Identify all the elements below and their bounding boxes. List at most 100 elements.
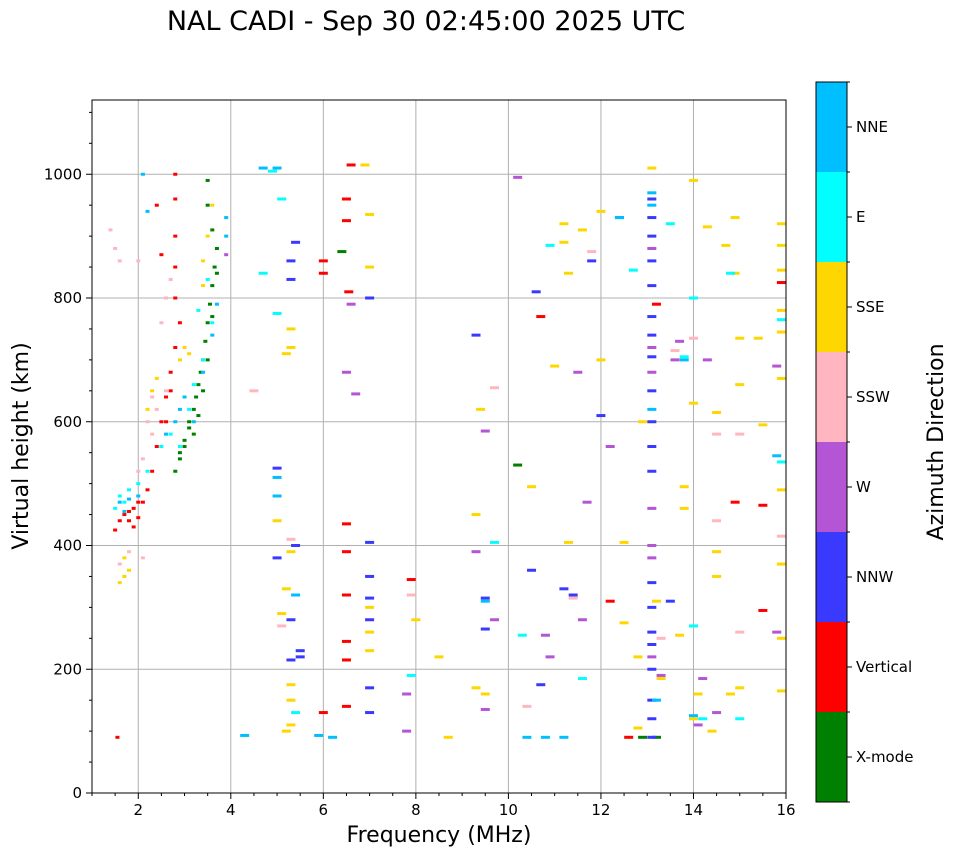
data-point bbox=[651, 599, 661, 603]
data-point bbox=[527, 568, 537, 572]
data-point bbox=[168, 389, 173, 393]
data-point bbox=[291, 544, 301, 547]
data-point bbox=[173, 296, 178, 300]
data-point bbox=[205, 178, 210, 182]
data-point bbox=[628, 268, 638, 272]
data-point bbox=[564, 271, 574, 275]
data-point bbox=[577, 618, 587, 622]
data-point bbox=[702, 358, 712, 362]
data-point bbox=[665, 599, 675, 603]
series-vertical bbox=[113, 163, 786, 739]
x-tick-label: 6 bbox=[319, 801, 329, 819]
data-point bbox=[490, 386, 500, 390]
data-point bbox=[214, 247, 219, 250]
x-axis-label: Frequency (MHz) bbox=[347, 823, 532, 848]
data-point bbox=[365, 605, 375, 609]
colorbar-tick-label: X-mode bbox=[856, 748, 913, 766]
echo-points bbox=[108, 163, 786, 739]
data-point bbox=[605, 445, 615, 448]
data-point bbox=[647, 581, 657, 585]
data-point bbox=[735, 717, 745, 721]
data-point bbox=[365, 212, 375, 216]
colorbar-tick-label: E bbox=[856, 208, 865, 226]
data-point bbox=[201, 370, 206, 374]
data-point bbox=[177, 445, 182, 448]
data-point bbox=[568, 593, 578, 597]
data-point bbox=[693, 692, 703, 696]
data-point bbox=[619, 540, 629, 544]
colorbar-tick-label: SSW bbox=[856, 388, 890, 406]
data-point bbox=[730, 216, 740, 220]
data-point bbox=[707, 729, 717, 733]
series-nne bbox=[117, 166, 782, 739]
data-point bbox=[127, 568, 132, 572]
data-point bbox=[471, 550, 481, 554]
data-point bbox=[647, 191, 657, 195]
data-point bbox=[201, 284, 206, 288]
data-point bbox=[117, 519, 122, 523]
data-point bbox=[122, 556, 127, 560]
data-point bbox=[286, 698, 296, 702]
data-point bbox=[205, 358, 210, 362]
data-point bbox=[277, 612, 287, 616]
data-point bbox=[545, 655, 555, 659]
data-point bbox=[522, 735, 532, 739]
series-nnw bbox=[272, 197, 675, 739]
data-point bbox=[136, 259, 141, 263]
data-point bbox=[517, 633, 527, 637]
data-point bbox=[596, 209, 606, 213]
data-point bbox=[647, 667, 657, 671]
data-point bbox=[272, 494, 282, 498]
data-point bbox=[286, 723, 296, 727]
data-point bbox=[758, 503, 768, 507]
data-point bbox=[281, 587, 291, 591]
data-point bbox=[117, 259, 122, 263]
data-point bbox=[406, 593, 416, 597]
data-point bbox=[406, 673, 416, 677]
data-point bbox=[712, 711, 722, 715]
data-point bbox=[173, 172, 178, 176]
data-point bbox=[249, 389, 259, 393]
data-point bbox=[596, 414, 606, 418]
data-point bbox=[596, 358, 606, 362]
data-point bbox=[651, 698, 661, 702]
data-point bbox=[365, 649, 375, 653]
data-point bbox=[480, 596, 490, 600]
colorbar-segment bbox=[816, 172, 847, 262]
data-point bbox=[776, 281, 786, 285]
data-point bbox=[559, 735, 569, 739]
data-point bbox=[471, 513, 481, 517]
data-point bbox=[122, 574, 127, 578]
data-point bbox=[434, 655, 444, 659]
data-point bbox=[341, 704, 351, 708]
data-point bbox=[341, 197, 351, 201]
data-point bbox=[286, 683, 296, 687]
x-tick-label: 10 bbox=[499, 801, 518, 819]
data-point bbox=[177, 407, 182, 411]
data-point bbox=[647, 655, 657, 659]
data-point bbox=[411, 618, 421, 622]
data-point bbox=[730, 271, 740, 275]
data-point bbox=[776, 318, 786, 322]
data-point bbox=[201, 358, 206, 362]
data-point bbox=[205, 277, 210, 281]
data-point bbox=[168, 277, 173, 281]
colorbar-label: Azimuth Direction bbox=[924, 343, 949, 540]
data-point bbox=[679, 355, 689, 359]
data-point bbox=[712, 550, 722, 554]
data-point bbox=[207, 302, 212, 306]
x-tick-label: 2 bbox=[133, 801, 143, 819]
data-point bbox=[272, 556, 282, 560]
data-point bbox=[113, 506, 118, 510]
data-point bbox=[182, 445, 187, 448]
data-point bbox=[513, 463, 523, 467]
data-point bbox=[776, 562, 786, 566]
data-point bbox=[480, 599, 490, 603]
data-point bbox=[187, 420, 192, 424]
data-point bbox=[647, 407, 657, 411]
data-point bbox=[587, 259, 597, 263]
data-point bbox=[177, 457, 182, 461]
colorbar-segment bbox=[816, 622, 847, 712]
data-point bbox=[365, 265, 375, 269]
